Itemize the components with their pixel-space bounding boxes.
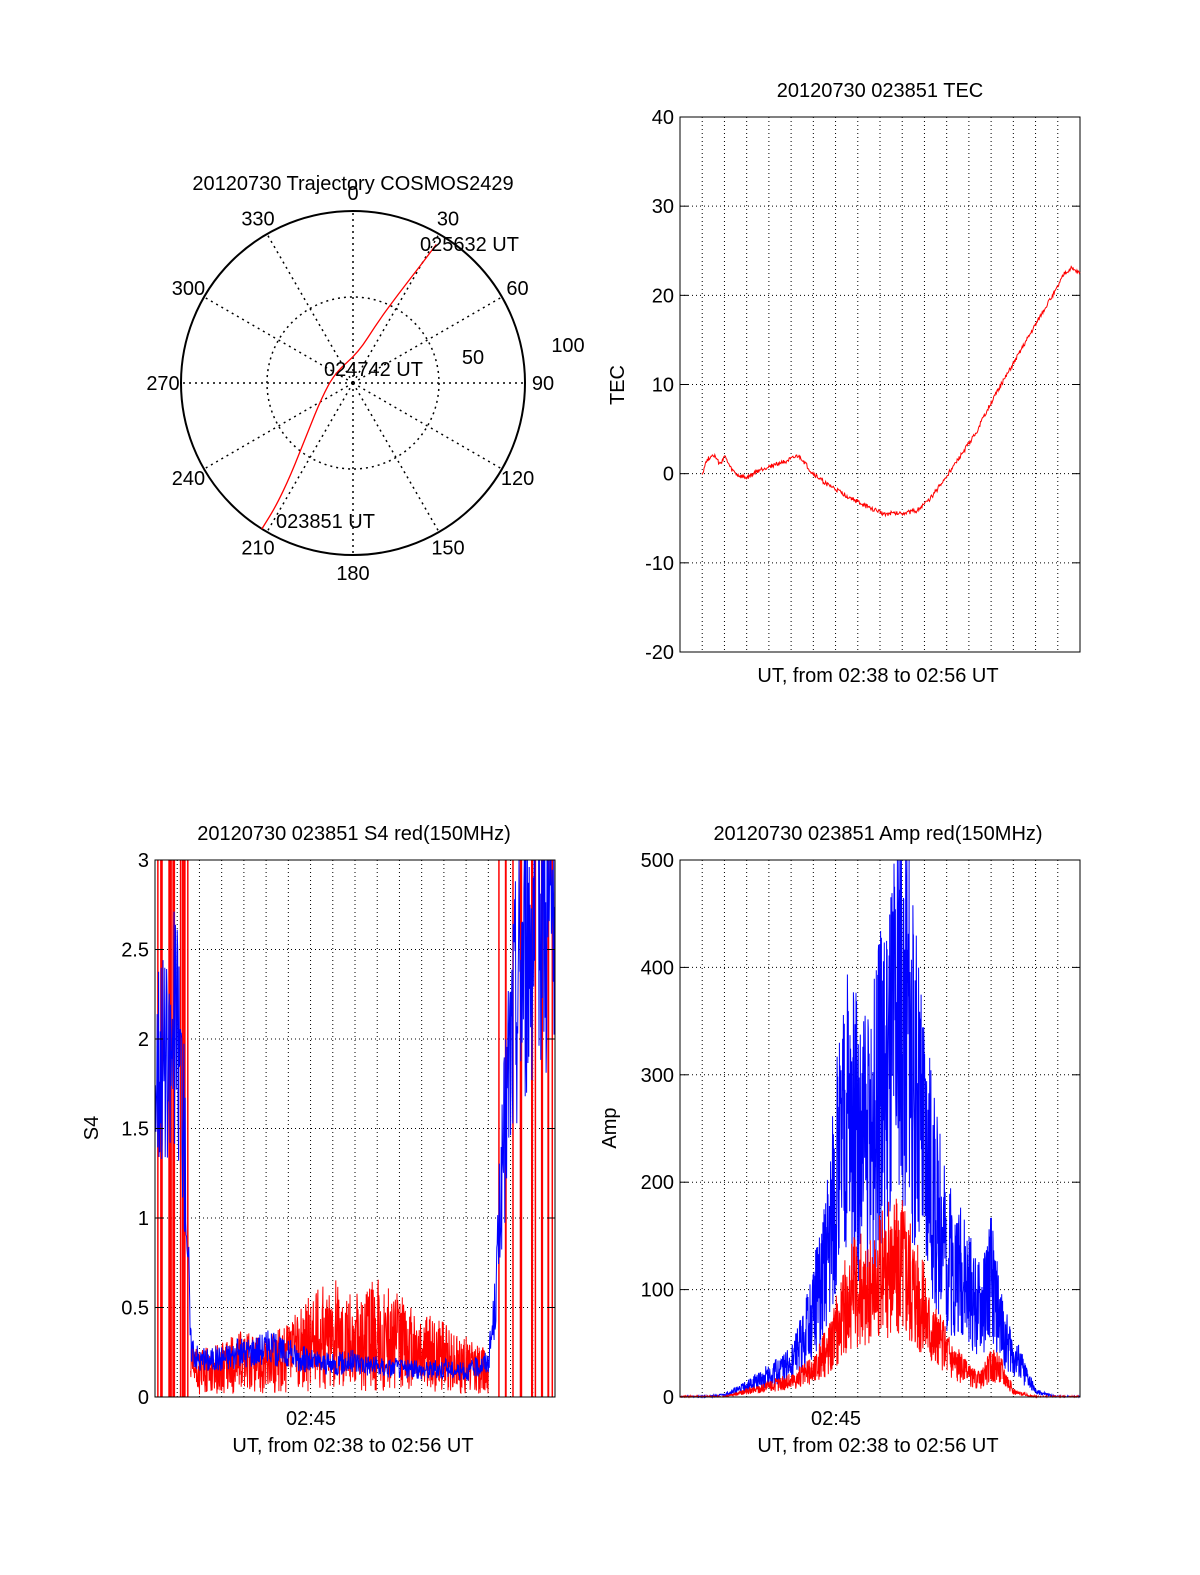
tec-y-tick-label: 30: [652, 196, 674, 218]
polar-spoke-300: [203, 296, 354, 384]
tec-series-line-0: [701, 265, 1081, 518]
tec-y-tick-label: -10: [645, 553, 674, 575]
polar-angle-label-300: 300: [172, 278, 205, 300]
s4-series-line-1: [190, 1279, 489, 1395]
amp-x-tick-0245: 02:45: [811, 1408, 861, 1430]
s4-title: 20120730 023851 S4 red(150MHz): [197, 823, 511, 845]
tec-y-label: TEC: [607, 365, 629, 405]
amp-y-tick-label: 500: [641, 850, 674, 872]
amp-y-ticks: 0 100 200 300 400 500: [641, 850, 1080, 1409]
s4-x-label: UT, from 02:38 to 02:56 UT: [232, 1435, 473, 1457]
amp-y-label: Amp: [599, 1107, 621, 1148]
polar-angle-label-60: 60: [506, 278, 528, 300]
s4-y-tick-label: 1: [138, 1208, 149, 1230]
amp-y-tick-label: 0: [663, 1387, 674, 1409]
polar-angle-label-240: 240: [172, 468, 205, 490]
trajectory-panel: 20120730 Trajectory COSMOS2429 0 30 60 90 12…: [146, 173, 584, 585]
tec-y-ticks: -20 -10 0 10 20 30 40: [645, 107, 1080, 664]
tec-y-tick-label: 40: [652, 107, 674, 129]
tec-series: [701, 265, 1081, 518]
s4-y-tick-label: 0.5: [121, 1298, 149, 1320]
polar-spoke-120: [352, 382, 503, 470]
polar-angle-label-90: 90: [532, 373, 554, 395]
polar-angle-label-0: 0: [347, 183, 358, 205]
amp-panel: 20120730 023851 Amp red(150MHz) 0 100 200 3…: [599, 823, 1081, 1457]
polar-spoke-30: [352, 233, 440, 384]
polar-angle-label-150: 150: [431, 538, 464, 560]
s4-y-ticks: 0 0.5 1 1.5 2 2.5 3: [121, 850, 555, 1409]
s4-y-tick-label: 0: [138, 1387, 149, 1409]
polar-spokes: [181, 211, 525, 555]
amp-series: [679, 859, 1081, 1399]
polar-angle-label-210: 210: [241, 538, 274, 560]
polar-angle-label-330: 330: [241, 208, 274, 230]
s4-x-tick-0245: 02:45: [286, 1408, 336, 1430]
tec-y-tick-label: 20: [652, 285, 674, 307]
trajectory-title: 20120730 Trajectory COSMOS2429: [192, 173, 513, 195]
tec-title: 20120730 023851 TEC: [777, 80, 983, 102]
trajectory-mid-time: 024742 UT: [324, 359, 423, 381]
tec-y-tick-label: -20: [645, 642, 674, 664]
amp-series-line-1: [679, 1198, 1081, 1399]
tec-y-tick-label: 10: [652, 375, 674, 397]
s4-y-tick-label: 2: [138, 1029, 149, 1051]
s4-series-line-0: [154, 859, 556, 1381]
trajectory-end-time: 025632 UT: [420, 234, 519, 256]
amp-x-label: UT, from 02:38 to 02:56 UT: [757, 1435, 998, 1457]
s4-y-label: S4: [81, 1116, 103, 1140]
amp-y-tick-label: 200: [641, 1172, 674, 1194]
s4-y-tick-label: 3: [138, 850, 149, 872]
polar-spoke-240: [203, 382, 354, 470]
amp-series-line-0: [680, 859, 1080, 1399]
tec-y-tick-label: 0: [663, 464, 674, 486]
polar-angle-label-270: 270: [146, 373, 179, 395]
trajectory-start-time: 023851 UT: [276, 511, 375, 533]
polar-spoke-150: [352, 382, 440, 533]
polar-radius-label-100: 100: [551, 335, 584, 357]
polar-spoke-330: [266, 233, 354, 384]
amp-y-tick-label: 400: [641, 957, 674, 979]
tec-x-label: UT, from 02:38 to 02:56 UT: [757, 665, 998, 687]
polar-angle-label-30: 30: [437, 208, 459, 230]
trajectory-line: [261, 244, 437, 530]
amp-title: 20120730 023851 Amp red(150MHz): [713, 823, 1042, 845]
s4-y-tick-label: 1.5: [121, 1119, 149, 1141]
tec-grid: [680, 117, 1080, 652]
polar-angle-label-120: 120: [501, 468, 534, 490]
amp-y-tick-label: 300: [641, 1065, 674, 1087]
polar-outer-circle: [180, 210, 526, 556]
s4-y-tick-label: 2.5: [121, 940, 149, 962]
polar-spoke-210: [266, 382, 354, 533]
amp-y-tick-label: 100: [641, 1280, 674, 1302]
s4-panel: 20120730 023851 S4 red(150MHz) 0 0.5 1 1.5 2…: [81, 823, 556, 1457]
polar-angle-label-180: 180: [336, 563, 369, 585]
polar-radius-label-50: 50: [462, 347, 484, 369]
polar-spoke-60: [352, 296, 503, 384]
amp-frame: [679, 859, 1081, 1398]
polar-angle-labels: 0 30 60 90 120 150 180 210 240 270 300 330: [146, 183, 554, 585]
